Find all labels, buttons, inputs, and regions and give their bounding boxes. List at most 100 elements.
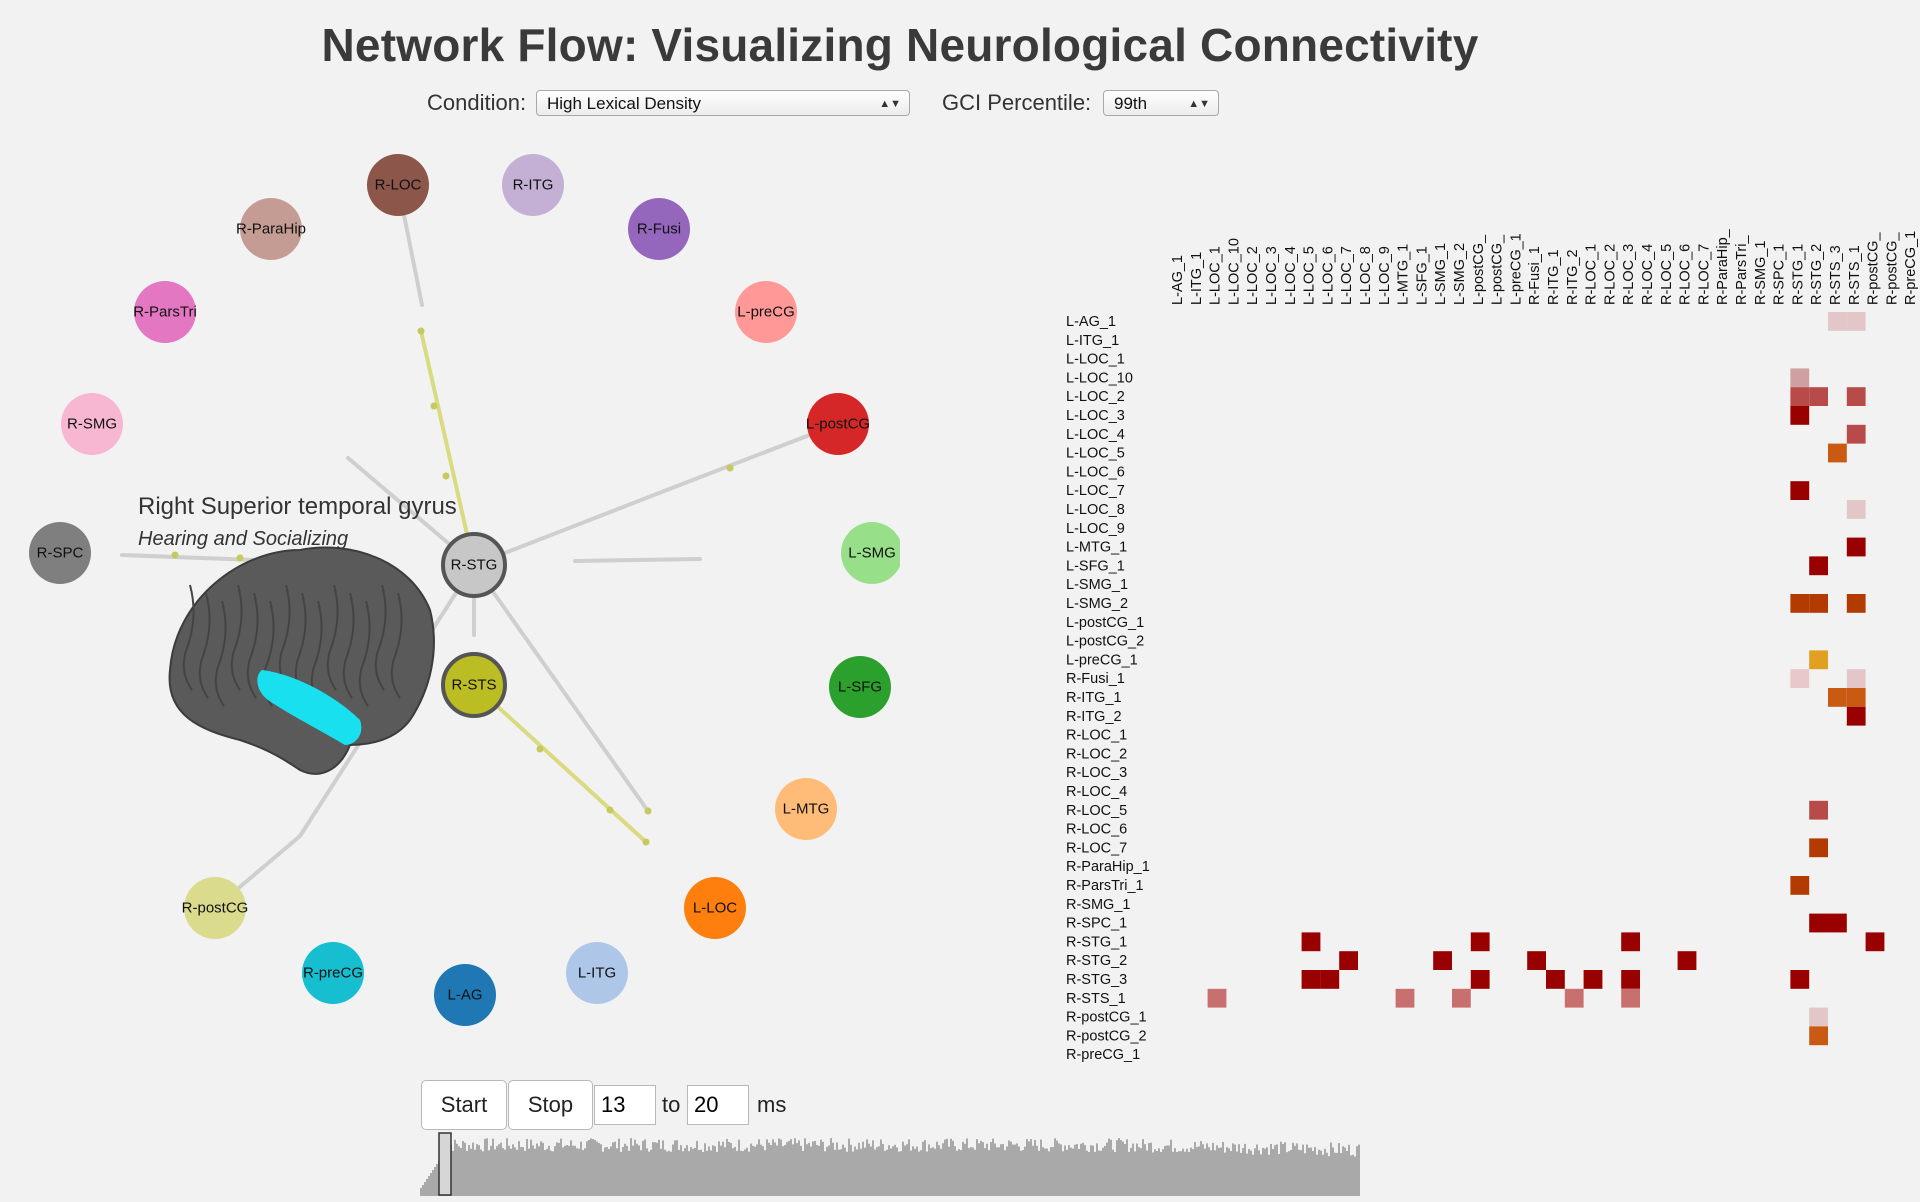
node-r-postcg[interactable]: R-postCG xyxy=(182,877,249,939)
matrix-cell[interactable] xyxy=(1846,706,1866,726)
timeline-bar xyxy=(1126,1139,1128,1196)
node-r-stg[interactable]: R-STG xyxy=(441,532,507,598)
matrix-cell[interactable] xyxy=(1846,594,1866,613)
node-r-parstri[interactable]: R-ParsTri xyxy=(133,281,197,343)
matrix-cell[interactable] xyxy=(1846,500,1866,519)
node-l-itg[interactable]: L-ITG xyxy=(566,942,628,1004)
matrix-cell[interactable] xyxy=(1452,988,1471,1008)
timeline-bar xyxy=(1276,1144,1278,1196)
matrix-cell[interactable] xyxy=(1809,650,1828,670)
matrix-cell[interactable] xyxy=(1395,988,1415,1008)
matrix-row-label: R-LOC_2 xyxy=(1066,746,1127,762)
time-to-input[interactable] xyxy=(687,1085,749,1125)
stop-button[interactable]: Stop xyxy=(508,1080,593,1130)
node-r-parahip[interactable]: R-ParaHip xyxy=(236,198,306,260)
node-r-loc[interactable]: R-LOC xyxy=(367,154,429,216)
matrix-cell[interactable] xyxy=(1846,424,1866,444)
node-l-sfg[interactable]: L-SFG xyxy=(829,656,891,718)
start-button[interactable]: Start xyxy=(421,1080,507,1130)
flow-particle xyxy=(417,327,425,335)
matrix-column-label: L-postCG_ xyxy=(1490,234,1506,305)
timeline-bar xyxy=(1068,1145,1070,1196)
timeline-scrubber-handle[interactable] xyxy=(438,1132,452,1196)
node-label: R-SPC xyxy=(37,545,84,562)
matrix-cell[interactable] xyxy=(1583,970,1603,989)
matrix-cell[interactable] xyxy=(1846,688,1866,707)
timeline-bar xyxy=(468,1145,470,1196)
node-l-ag[interactable]: L-AG xyxy=(434,964,496,1026)
condition-select[interactable]: High Lexical Density ▲▼ xyxy=(536,90,910,116)
matrix-cell[interactable] xyxy=(1790,481,1810,500)
matrix-cell[interactable] xyxy=(1470,970,1490,989)
timeline-bar xyxy=(686,1145,688,1196)
matrix-cell[interactable] xyxy=(1809,800,1828,820)
timeline-bar xyxy=(920,1150,922,1196)
matrix-cell[interactable] xyxy=(1809,387,1828,406)
timeline-bar xyxy=(978,1143,980,1196)
timeline-bar xyxy=(694,1147,696,1196)
node-r-sts[interactable]: R-STS xyxy=(441,652,507,718)
matrix-cell[interactable] xyxy=(1846,537,1866,557)
node-r-spc[interactable]: R-SPC xyxy=(29,522,91,584)
timeline-bar xyxy=(692,1148,694,1196)
timeline-bar xyxy=(1346,1150,1348,1196)
matrix-cell[interactable] xyxy=(1809,594,1828,613)
matrix-cell[interactable] xyxy=(1828,913,1847,933)
node-l-postcg[interactable]: L-postCG xyxy=(806,393,870,455)
matrix-cell[interactable] xyxy=(1828,688,1847,707)
matrix-column-label: L-LOC_2 xyxy=(1245,246,1261,305)
matrix-cell[interactable] xyxy=(1677,951,1697,970)
matrix-cell[interactable] xyxy=(1828,443,1847,463)
node-l-smg[interactable]: L-SMG xyxy=(841,522,900,584)
timeline-bar xyxy=(1100,1150,1102,1196)
timeline-bar xyxy=(776,1145,778,1196)
matrix-cell[interactable] xyxy=(1621,988,1640,1008)
node-l-mtg[interactable]: L-MTG xyxy=(775,778,837,840)
matrix-cell[interactable] xyxy=(1846,312,1866,331)
matrix-cell[interactable] xyxy=(1790,970,1810,989)
timeline-bar xyxy=(1322,1154,1324,1196)
matrix-cell[interactable] xyxy=(1564,988,1584,1008)
timeline-bar xyxy=(634,1139,636,1196)
matrix-cell[interactable] xyxy=(1790,368,1810,388)
matrix-cell[interactable] xyxy=(1301,970,1321,989)
gci-select[interactable]: 99th ▲▼ xyxy=(1103,90,1219,116)
matrix-cell[interactable] xyxy=(1790,387,1810,406)
matrix-cell[interactable] xyxy=(1339,951,1358,970)
matrix-cell[interactable] xyxy=(1809,1007,1828,1027)
matrix-cell[interactable] xyxy=(1865,932,1885,952)
matrix-cell[interactable] xyxy=(1809,556,1828,576)
matrix-cell[interactable] xyxy=(1846,669,1866,688)
matrix-cell[interactable] xyxy=(1207,988,1227,1008)
timeline-bar xyxy=(1044,1148,1046,1196)
matrix-cell[interactable] xyxy=(1790,669,1810,688)
node-r-precg[interactable]: R-preCG xyxy=(302,942,364,1004)
matrix-cell[interactable] xyxy=(1809,1026,1828,1046)
matrix-cell[interactable] xyxy=(1621,932,1640,952)
matrix-cell[interactable] xyxy=(1809,913,1828,933)
timeline-bar xyxy=(850,1144,852,1196)
matrix-cell[interactable] xyxy=(1527,951,1546,970)
matrix-row-label: L-preCG_1 xyxy=(1066,652,1138,668)
matrix-cell[interactable] xyxy=(1828,312,1847,331)
matrix-cell[interactable] xyxy=(1301,932,1321,952)
matrix-cell[interactable] xyxy=(1433,951,1452,970)
matrix-column-label: R-ParsTri_ xyxy=(1734,235,1750,305)
matrix-cell[interactable] xyxy=(1621,970,1640,989)
matrix-cell[interactable] xyxy=(1809,838,1828,858)
node-r-fusi[interactable]: R-Fusi xyxy=(628,198,690,260)
matrix-cell[interactable] xyxy=(1790,876,1810,895)
node-r-smg[interactable]: R-SMG xyxy=(61,393,123,455)
matrix-cell[interactable] xyxy=(1546,970,1565,989)
matrix-cell[interactable] xyxy=(1790,406,1810,425)
matrix-cell[interactable] xyxy=(1790,594,1810,613)
matrix-cell[interactable] xyxy=(1846,387,1866,406)
node-r-itg[interactable]: R-ITG xyxy=(502,154,564,216)
node-l-precg[interactable]: L-preCG xyxy=(735,281,797,343)
time-from-input[interactable] xyxy=(594,1085,656,1125)
node-l-loc[interactable]: L-LOC xyxy=(684,877,746,939)
matrix-cell[interactable] xyxy=(1470,932,1490,952)
timeline-bar xyxy=(1306,1144,1308,1196)
activity-timeline[interactable] xyxy=(420,1128,1360,1198)
matrix-cell[interactable] xyxy=(1320,970,1340,989)
